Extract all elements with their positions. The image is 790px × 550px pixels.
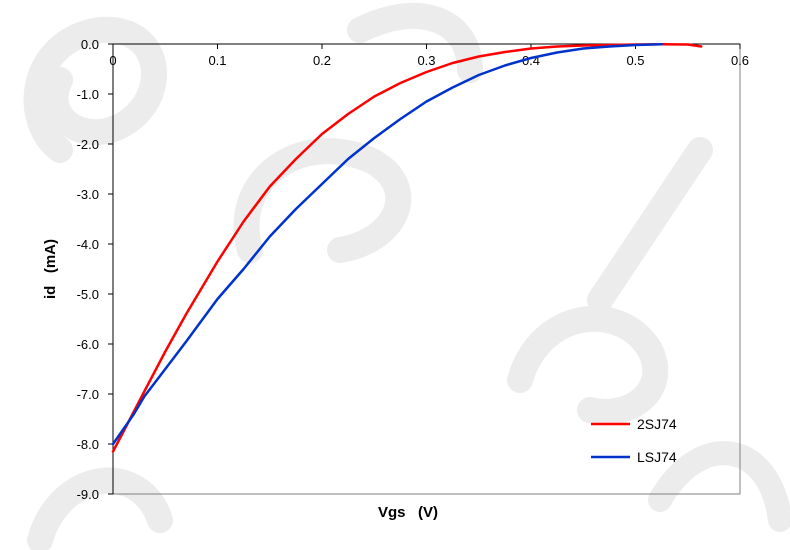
legend-label-lsj74: LSJ74 [637, 449, 677, 465]
x-tick-label: 0.1 [208, 53, 226, 68]
x-tick-label: 0.2 [313, 53, 331, 68]
legend: 2SJ74 LSJ74 [591, 416, 677, 465]
series-line-2sj74 [111, 43, 703, 453]
watermark [23, 3, 790, 550]
y-tick-label: -7.0 [77, 387, 99, 402]
legend-label-2sj74: 2SJ74 [637, 416, 677, 432]
y-axis-title: id (mA) [42, 239, 59, 299]
series-lines [111, 43, 703, 453]
y-tick-label: -4.0 [77, 237, 99, 252]
y-tick-label: -3.0 [77, 187, 99, 202]
y-tick-label: -5.0 [77, 287, 99, 302]
y-tick-label: 0.0 [81, 37, 99, 52]
y-tick-label: -2.0 [77, 137, 99, 152]
y-tick-label: -9.0 [77, 487, 99, 502]
y-tick-label: -8.0 [77, 437, 99, 452]
x-tick-label: 0 [109, 53, 116, 68]
x-axis-title: Vgs (V) [378, 504, 438, 521]
y-tick-label: -1.0 [77, 87, 99, 102]
x-axis-ticks: 0 0.1 0.2 0.3 0.4 0.5 0.6 [109, 44, 749, 68]
x-tick-label: 0.5 [626, 53, 644, 68]
x-tick-label: 0.6 [731, 53, 749, 68]
series-line-lsj74 [111, 43, 663, 446]
y-axis-ticks: 0.0 -1.0 -2.0 -3.0 -4.0 -5.0 -6.0 -7.0 -8.0 -9.0 [77, 37, 113, 502]
x-tick-label: 0.3 [417, 53, 435, 68]
y-tick-label: -6.0 [77, 337, 99, 352]
